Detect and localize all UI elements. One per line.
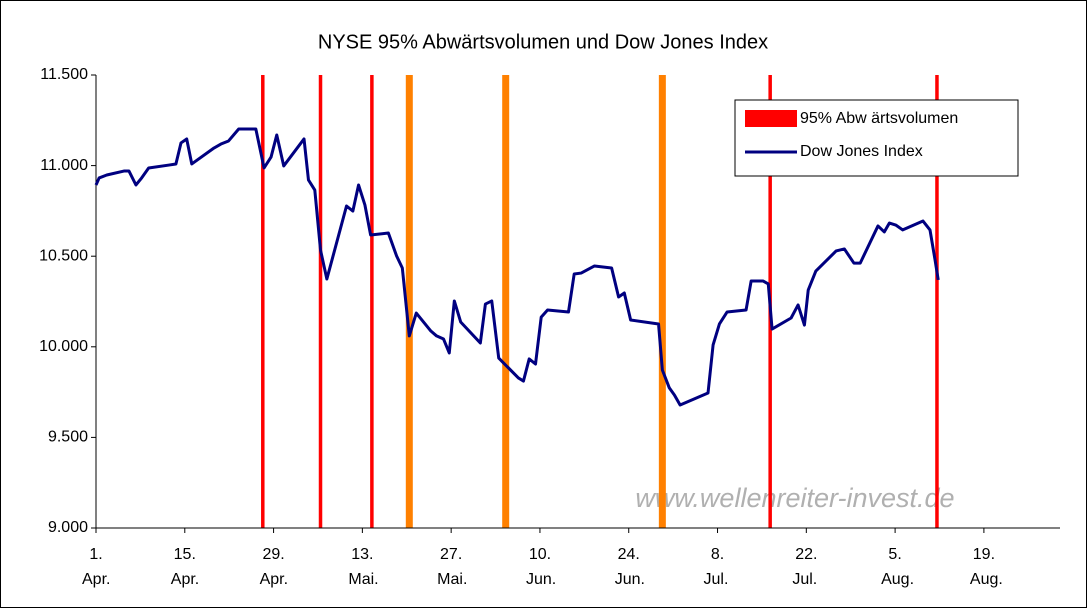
event-bar <box>370 75 374 528</box>
event-bar <box>318 75 323 528</box>
x-tick-label: 22. Jul. <box>792 546 817 588</box>
legend-label: Dow Jones Index <box>800 143 923 160</box>
y-tick-label: 11.000 <box>40 157 88 174</box>
event-bar <box>658 75 666 528</box>
legend-label: 95% Abw ärtsvolumen <box>800 110 958 127</box>
event-bar <box>261 75 265 528</box>
event-bar <box>502 75 510 528</box>
x-tick-label: 5. Aug. <box>881 546 914 588</box>
y-tick-label: 9.000 <box>48 519 88 536</box>
x-tick-label: 29. Apr. <box>260 546 288 588</box>
x-tick-label: 13. Mai. <box>348 546 378 588</box>
x-tick-label: 8. Jul. <box>704 546 729 588</box>
x-tick-label: 24. Jun. <box>615 546 645 588</box>
y-tick-label: 10.000 <box>39 338 88 355</box>
legend-swatch <box>745 110 797 127</box>
watermark: www.wellenreiter-invest.de <box>635 483 954 513</box>
event-bar <box>405 75 413 528</box>
x-tick-label: 1. Apr. <box>82 546 110 588</box>
x-tick-label: 19. Aug. <box>970 546 1003 588</box>
y-tick-label: 11.500 <box>40 66 88 83</box>
chart-title: NYSE 95% Abwärtsvolumen und Dow Jones In… <box>318 31 768 53</box>
x-tick-label: 10. Jun. <box>526 546 556 588</box>
y-tick-label: 10.500 <box>39 247 88 264</box>
event-bar <box>935 75 939 528</box>
y-tick-label: 9.500 <box>48 429 88 446</box>
x-tick-label: 15. Apr. <box>171 546 199 588</box>
line-series <box>94 127 940 407</box>
x-tick-label: 27. Mai. <box>437 546 467 588</box>
